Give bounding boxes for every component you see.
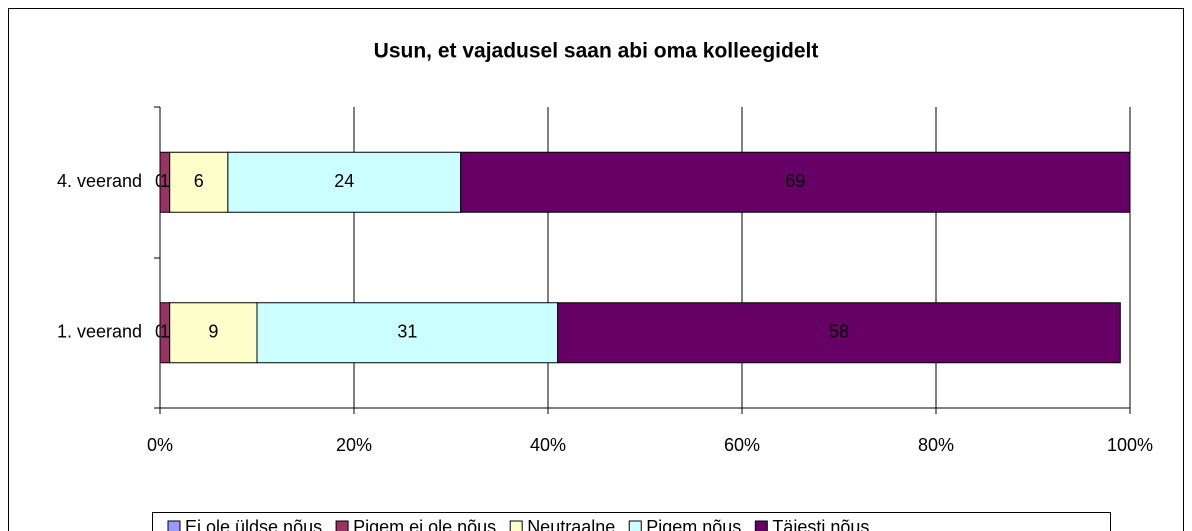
bar-segment bbox=[460, 151, 1131, 213]
legend-label: Pigem ei ole nõus bbox=[353, 517, 496, 531]
legend-swatch bbox=[509, 520, 523, 531]
data-label: 24 bbox=[334, 171, 354, 191]
bar-segment bbox=[169, 302, 258, 364]
data-label: 69 bbox=[785, 171, 805, 191]
x-tick-label: 40% bbox=[530, 435, 566, 455]
bar-segment bbox=[169, 151, 229, 213]
legend-label: Neutraalne bbox=[527, 517, 615, 531]
legend-swatch bbox=[628, 520, 642, 531]
legend-swatch bbox=[335, 520, 349, 531]
data-label: 31 bbox=[397, 322, 417, 342]
x-tick-label: 0% bbox=[147, 435, 173, 455]
y-tick-label: 4. veerand bbox=[57, 171, 142, 191]
x-tick-label: 20% bbox=[336, 435, 372, 455]
x-tick-label: 100% bbox=[1107, 435, 1153, 455]
legend-label: Täiesti nõus bbox=[772, 517, 869, 531]
chart-frame bbox=[8, 8, 1184, 531]
bar-segment bbox=[227, 151, 462, 213]
data-label: 6 bbox=[194, 171, 204, 191]
x-tick-label: 80% bbox=[918, 435, 954, 455]
data-label: 9 bbox=[208, 322, 218, 342]
chart-title: Usun, et vajadusel saan abi oma kolleegi… bbox=[374, 40, 819, 63]
y-tick-label: 1. veerand bbox=[57, 322, 142, 342]
bar-segment bbox=[256, 302, 559, 364]
x-tick-label: 60% bbox=[724, 435, 760, 455]
legend-swatch bbox=[754, 520, 768, 531]
data-label: 1 bbox=[160, 171, 170, 191]
bar-segment bbox=[557, 302, 1121, 364]
data-label: 58 bbox=[829, 322, 849, 342]
legend-swatch bbox=[167, 520, 181, 531]
legend-label: Ei ole üldse nõus bbox=[185, 517, 322, 531]
data-label: 1 bbox=[160, 322, 170, 342]
legend-label: Pigem nõus bbox=[646, 517, 741, 531]
